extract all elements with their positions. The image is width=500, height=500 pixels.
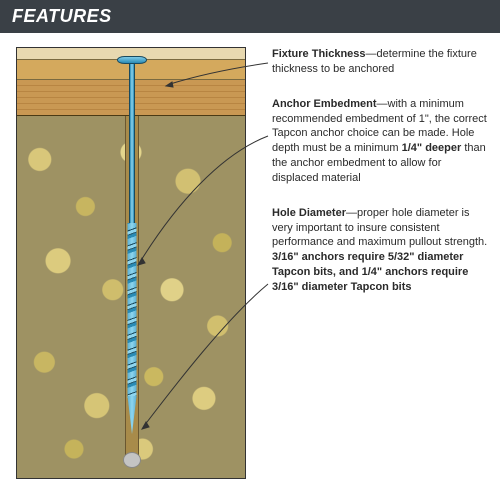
callout-anchor-embedment: Anchor Embedment—with a minimum recommen…	[272, 97, 490, 186]
features-header: FEATURES	[0, 0, 500, 33]
content-row: Fixture Thickness—determine the fixture …	[0, 33, 500, 489]
screw-head	[117, 56, 147, 64]
callout-title: Anchor Embedment	[272, 98, 377, 110]
callout-fixture-thickness: Fixture Thickness—determine the fixture …	[272, 47, 490, 77]
screw-shank	[129, 63, 135, 223]
callout-labels: Fixture Thickness—determine the fixture …	[272, 47, 490, 479]
callout-title: Hole Diameter	[272, 207, 346, 219]
callout-hole-diameter: Hole Diameter—proper hole diameter is ve…	[272, 206, 490, 295]
anchor-diagram	[16, 47, 246, 479]
callout-body: —proper hole diameter is very important …	[272, 207, 487, 293]
header-title: FEATURES	[12, 6, 112, 26]
hole-bottom-dust	[123, 452, 141, 468]
callout-body: —with a minimum recommended embedment of…	[272, 98, 487, 184]
callout-title: Fixture Thickness	[272, 48, 366, 60]
